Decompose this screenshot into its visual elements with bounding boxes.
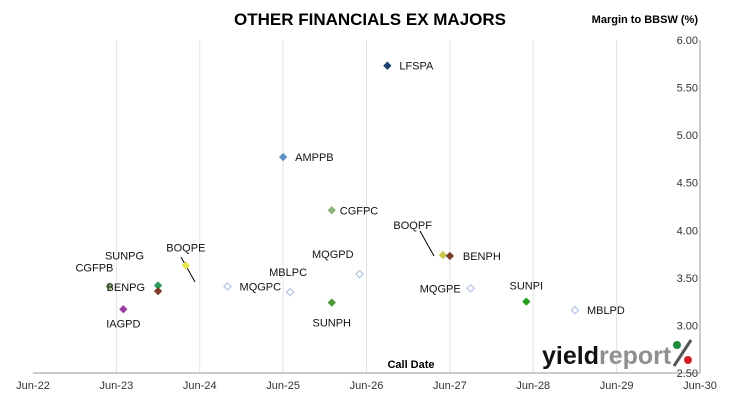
label-mqgpd: MQGPD — [312, 249, 354, 261]
point-cgfpb — [105, 282, 114, 291]
label-sunph: SUNPH — [313, 318, 352, 330]
point-boqpe — [181, 261, 191, 270]
point-mqgpc — [223, 281, 233, 291]
chart-title: OTHER FINANCIALS EX MAJORS — [234, 10, 506, 29]
point-mqgpd — [355, 269, 365, 279]
label-cgfpc: CGFPC — [340, 205, 379, 217]
label-amppb: AMPPB — [295, 152, 334, 164]
y-axis-ticks: 2.50 3.00 3.50 4.00 4.50 5.00 5.50 6.00 — [677, 35, 698, 380]
x-tick-label: Jun-25 — [266, 380, 300, 392]
yieldreport-logo: yieldreport — [542, 339, 693, 370]
label-cgfpb: CGFPB — [75, 262, 113, 274]
leader-line-sunpg — [180, 256, 196, 283]
label-benph: BENPH — [463, 251, 501, 263]
label-sunpi: SUNPI — [509, 281, 543, 293]
point-sunpi — [522, 297, 531, 306]
x-tick-label: Jun-24 — [183, 380, 217, 392]
svg-text:yieldreport: yieldreport — [542, 342, 672, 370]
y-axis-title: Margin to BBSW (%) — [592, 14, 699, 26]
x-tick-label: Jun-23 — [100, 380, 134, 392]
x-axis-ticks: Jun-22 Jun-23 Jun-24 Jun-25 Jun-26 Jun-27 Jun-… — [16, 380, 717, 392]
y-tick-label: 2.50 — [677, 368, 698, 380]
y-tick-label: 5.00 — [677, 130, 698, 142]
label-boqpe: BOQPE — [166, 242, 205, 254]
x-tick-label: Jun-26 — [350, 380, 384, 392]
x-tick-label: Jun-30 — [683, 380, 717, 392]
point-sunph — [327, 298, 336, 307]
x-tick-label: Jun-22 — [16, 380, 50, 392]
point-boqpf — [438, 250, 448, 260]
percent-logo-icon — [672, 339, 693, 367]
label-boqpf: BOQPF — [393, 220, 432, 232]
data-points — [105, 61, 580, 315]
point-iagpd — [119, 305, 128, 314]
leader-line-boqpf — [419, 230, 435, 257]
point-amppb — [278, 152, 288, 162]
y-tick-label: 4.00 — [677, 225, 698, 237]
logo-text-yield: yield — [542, 342, 599, 370]
point-cgfpc — [327, 206, 336, 215]
x-tick-label: Jun-28 — [516, 380, 550, 392]
data-labels: LFSPA AMPPB CGFPC BOQPF BENPH MQGPD BOQPE SUNPG… — [75, 61, 624, 331]
y-tick-label: 6.00 — [677, 35, 698, 47]
x-tick-label: Jun-29 — [600, 380, 634, 392]
point-lfspa — [383, 61, 392, 70]
y-tick-label: 4.50 — [677, 178, 698, 190]
gridlines — [115, 40, 618, 373]
point-benph — [445, 251, 455, 261]
leader-lines — [180, 230, 435, 283]
label-benpg: BENPG — [107, 282, 146, 294]
label-lfspa: LFSPA — [399, 61, 434, 73]
y-tick-label: 3.00 — [677, 320, 698, 332]
label-mblpd: MBLPD — [587, 305, 625, 317]
label-sunpg: SUNPG — [105, 250, 144, 262]
label-mqgpe: MQGPE — [420, 283, 461, 295]
point-benpg — [153, 287, 163, 296]
label-mqgpc: MQGPC — [240, 281, 282, 293]
y-tick-label: 3.50 — [677, 273, 698, 285]
point-mblpd — [570, 305, 580, 315]
logo-text-report: report — [599, 342, 672, 370]
x-tick-label: Jun-27 — [433, 380, 467, 392]
label-mblpc: MBLPC — [269, 267, 307, 279]
point-mblpc — [285, 287, 295, 297]
label-iagpd: IAGPD — [106, 318, 140, 330]
x-axis-title: Call Date — [387, 359, 434, 371]
y-tick-label: 5.50 — [677, 83, 698, 95]
point-mqgpe — [466, 283, 476, 293]
